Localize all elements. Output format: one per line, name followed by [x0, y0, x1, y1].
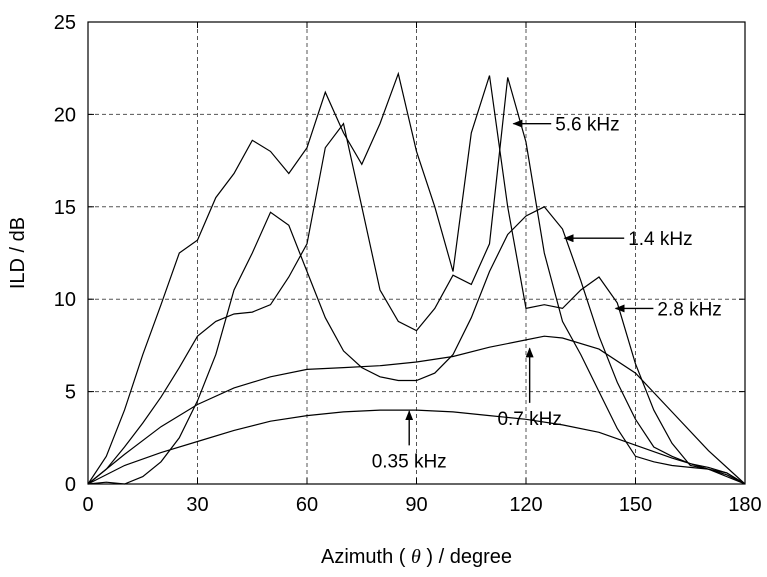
annotation-label-5-6-khz: 5.6 kHz — [555, 115, 619, 136]
tick-labels: 0 30 60 90 120 150 180 0 5 10 15 20 25 — [54, 12, 762, 516]
annotation-label-0-7-khz: 0.7 kHz — [497, 409, 561, 430]
y-tick-label: 25 — [54, 12, 76, 34]
x-tick-label: 120 — [509, 494, 542, 516]
annotation-label-1-4-khz: 1.4 kHz — [628, 229, 692, 250]
series-line-2-8-khz — [87, 206, 746, 485]
series-line-1-4-khz — [87, 77, 746, 485]
x-axis-title: Azimuth ( θ ) / degree — [321, 546, 512, 568]
annotation-label-0-35-khz: 0.35 kHz — [372, 451, 447, 472]
annotations: 5.6 kHz 1.4 kHz 2.8 kHz 0.7 kHz 0.35 kHz — [372, 115, 722, 473]
y-axis-title: ILD / dB — [7, 217, 29, 289]
grid — [88, 22, 745, 484]
y-tick-label: 15 — [54, 197, 76, 219]
x-tick-label: 150 — [619, 494, 652, 516]
y-tick-label: 20 — [54, 104, 76, 126]
y-tick-label: 0 — [65, 474, 76, 496]
x-tick-label: 180 — [728, 494, 761, 516]
x-tick-label: 0 — [82, 494, 93, 516]
series-line-0-7-khz — [87, 335, 746, 485]
series-layer — [87, 71, 746, 485]
y-tick-label: 5 — [65, 382, 76, 404]
x-tick-label: 30 — [186, 494, 208, 516]
x-tick-label: 90 — [405, 494, 427, 516]
series-line-5-6-khz — [87, 71, 746, 485]
y-tick-label: 10 — [54, 289, 76, 311]
x-tick-label: 60 — [296, 494, 318, 516]
annotation-label-2-8-khz: 2.8 kHz — [657, 299, 721, 320]
series-line-0-35-khz — [87, 409, 746, 485]
